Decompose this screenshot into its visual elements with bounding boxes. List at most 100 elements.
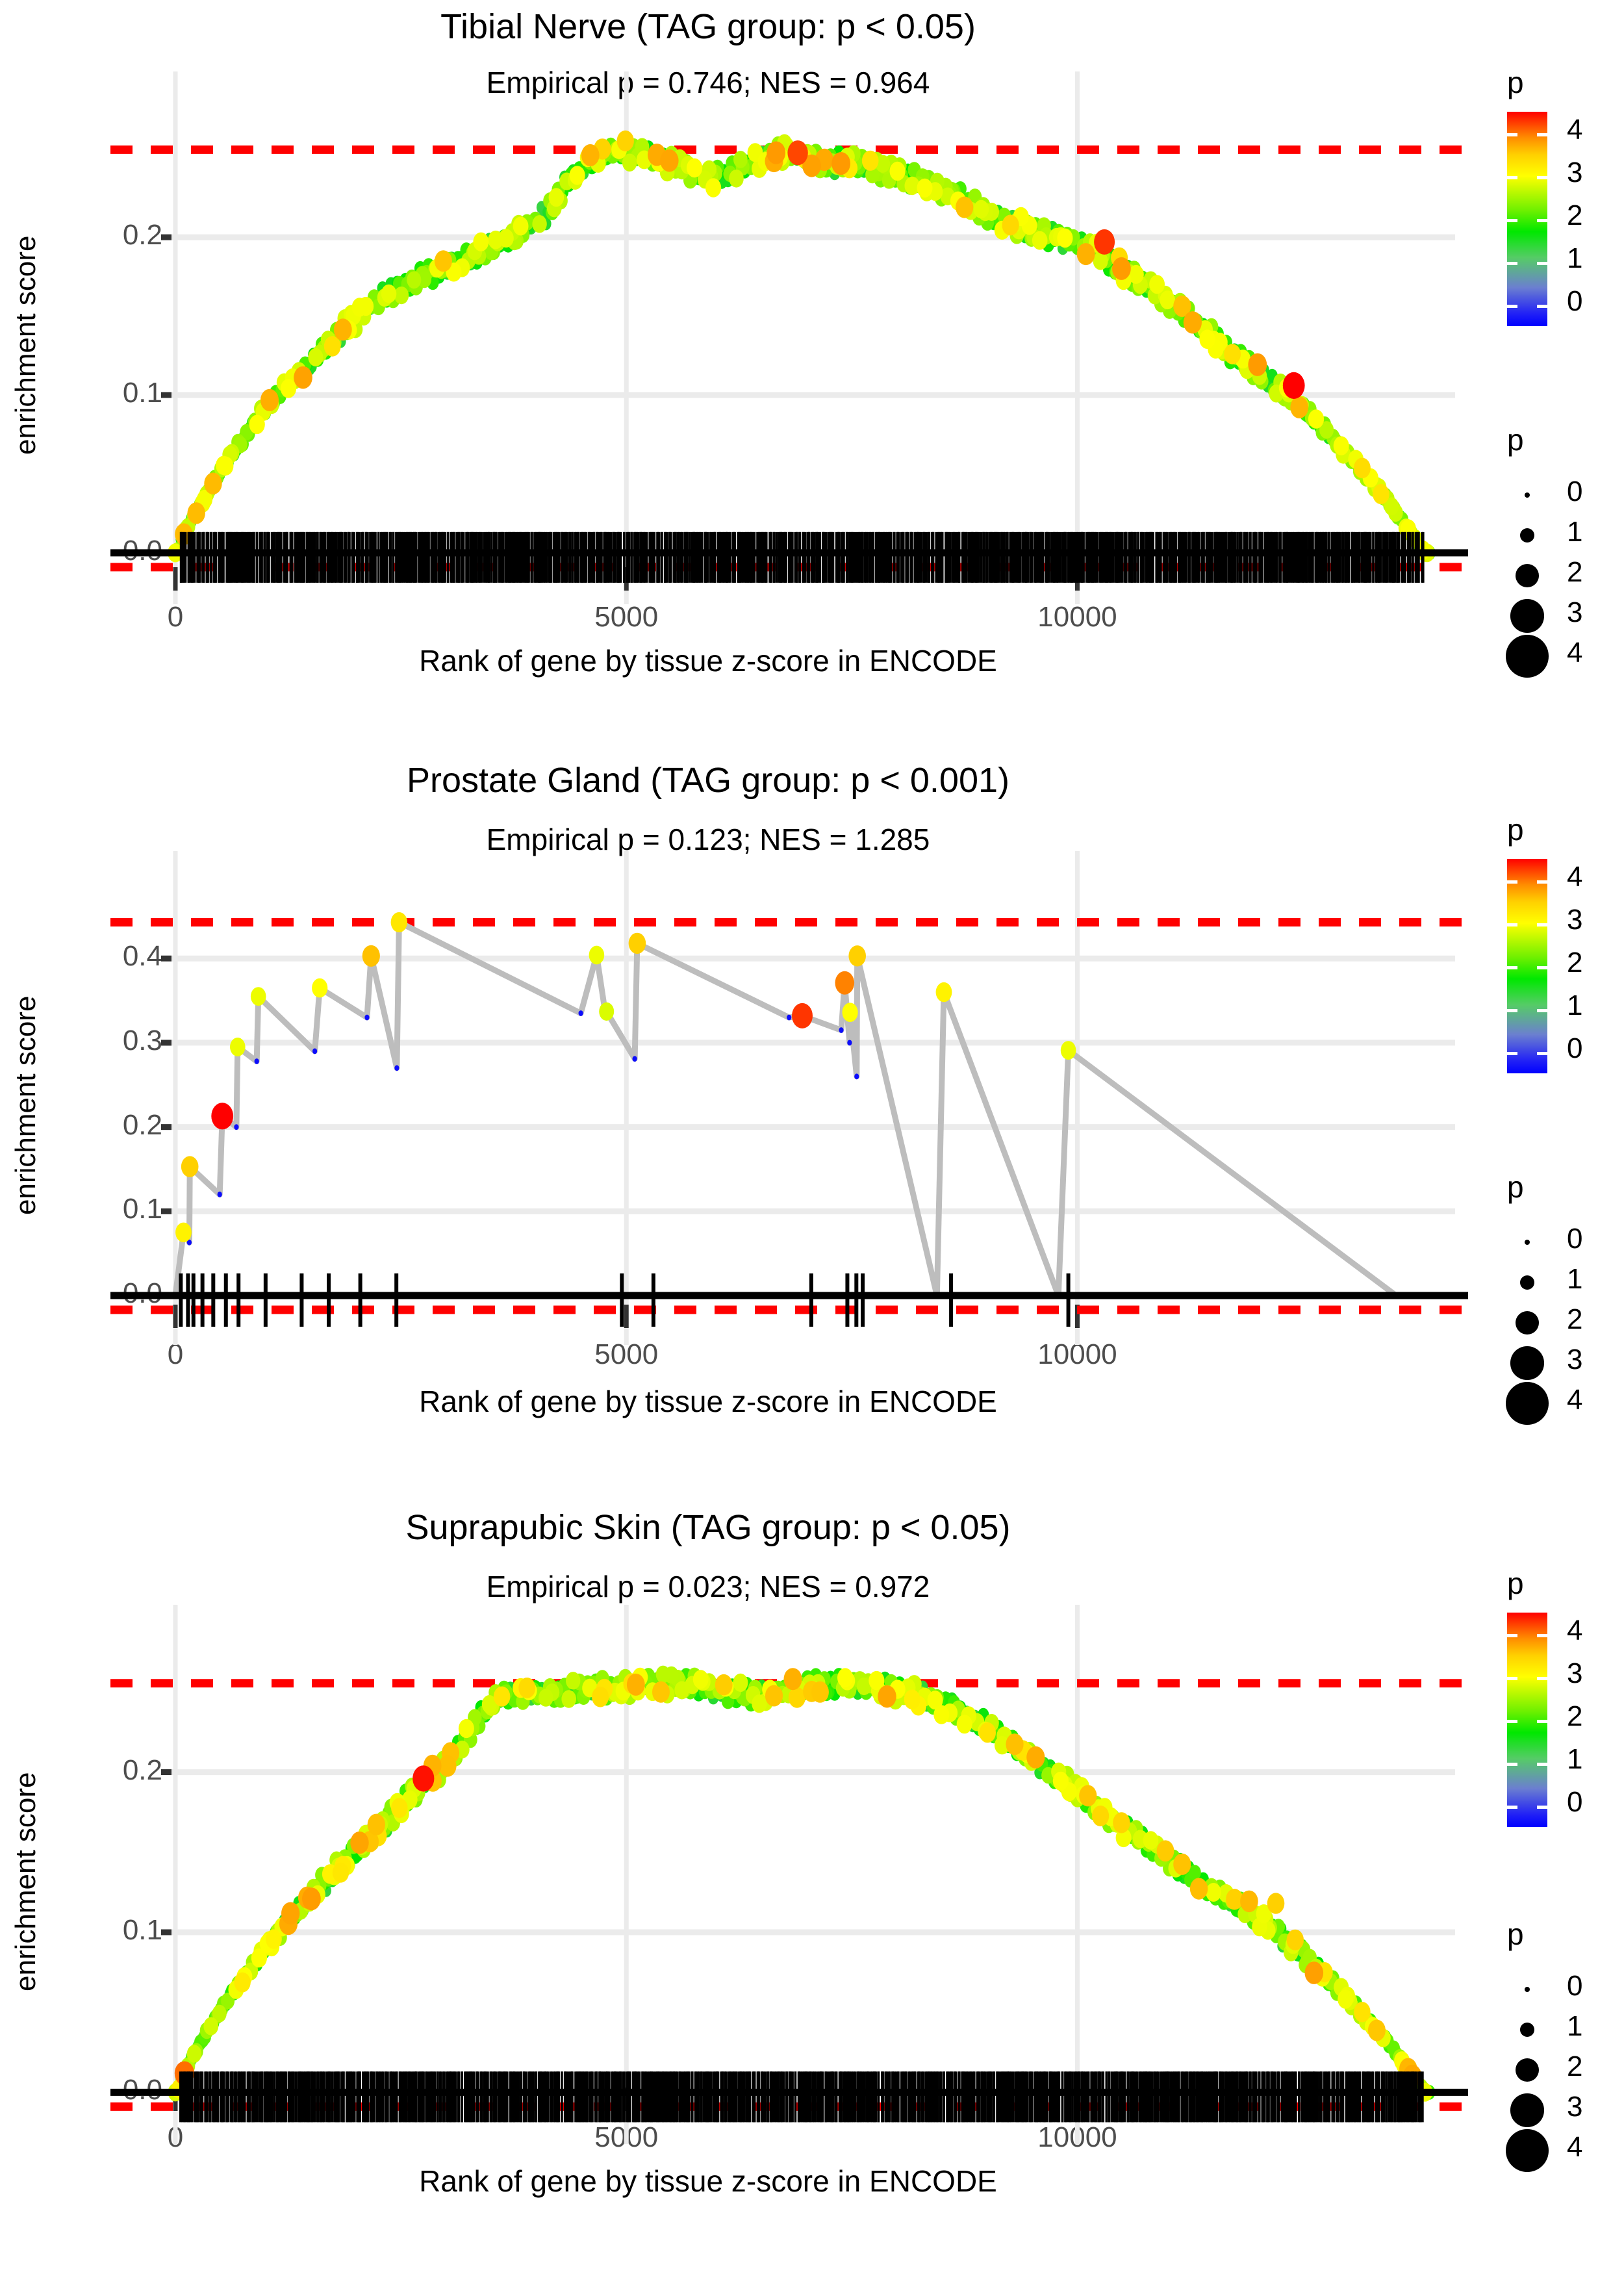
data-point	[465, 245, 480, 262]
data-point	[1122, 1815, 1134, 1830]
data-point	[1302, 1948, 1317, 1966]
size-legend-label: 4	[1567, 637, 1583, 669]
data-point	[1021, 216, 1037, 235]
data-point	[926, 1699, 940, 1715]
data-point	[915, 168, 930, 185]
data-point	[527, 1681, 540, 1698]
data-point	[327, 1866, 342, 1885]
data-point	[422, 258, 435, 274]
data-point	[573, 161, 586, 176]
data-point	[981, 214, 995, 231]
data-point	[1237, 1905, 1252, 1923]
colorbar-tick-label: 0	[1567, 1032, 1583, 1064]
data-point	[876, 1678, 889, 1693]
data-point	[405, 1778, 419, 1795]
data-point	[692, 1687, 705, 1702]
data-point	[685, 166, 699, 183]
data-point	[604, 1676, 617, 1692]
data-point	[720, 165, 732, 180]
data-point	[587, 149, 601, 165]
data-point	[454, 251, 466, 264]
data-point	[756, 146, 767, 159]
data-point	[181, 518, 196, 536]
data-point	[718, 164, 730, 178]
data-point	[412, 1765, 435, 1792]
data-point	[921, 1698, 932, 1712]
data-point	[389, 1807, 401, 1822]
data-point	[1172, 1867, 1184, 1882]
data-point	[494, 238, 506, 253]
data-point	[507, 233, 522, 251]
data-point	[910, 1696, 927, 1716]
data-point	[900, 1678, 916, 1697]
data-point	[622, 1687, 637, 1706]
data-point	[266, 1929, 282, 1949]
colorbar-tick-label: 2	[1567, 947, 1583, 978]
data-point	[520, 214, 534, 231]
data-point	[1038, 1757, 1050, 1770]
data-point	[175, 531, 188, 547]
data-point	[179, 520, 194, 539]
data-point	[498, 229, 514, 248]
data-point	[1384, 497, 1399, 516]
data-point	[658, 1676, 672, 1693]
data-point	[186, 511, 199, 526]
colorbar-tick-label: 3	[1567, 904, 1583, 936]
data-point	[403, 282, 416, 297]
data-point	[1115, 1828, 1132, 1848]
data-point	[389, 1793, 405, 1812]
data-point	[458, 1718, 474, 1739]
data-point	[743, 1680, 755, 1694]
data-point	[708, 164, 723, 182]
data-point	[1140, 1843, 1153, 1858]
data-point	[839, 1027, 844, 1033]
data-point	[659, 151, 671, 166]
data-point	[301, 357, 314, 372]
data-point	[984, 1714, 999, 1732]
data-point	[1206, 1883, 1221, 1902]
data-point	[1026, 1746, 1045, 1769]
data-point	[1091, 1799, 1106, 1819]
data-point	[287, 1906, 298, 1919]
data-point	[1138, 1834, 1150, 1850]
data-point	[956, 196, 974, 218]
data-point	[871, 164, 886, 182]
data-point	[371, 294, 382, 308]
data-point	[1067, 1778, 1080, 1794]
data-point	[1260, 1921, 1276, 1940]
data-point	[1119, 1819, 1132, 1835]
data-point	[306, 1878, 321, 1897]
size-legend-label: 4	[1567, 2131, 1583, 2163]
data-point	[1056, 1292, 1061, 1299]
data-point	[556, 1687, 569, 1702]
data-point	[896, 1687, 911, 1706]
data-point	[1377, 489, 1390, 505]
data-point	[1347, 454, 1360, 469]
data-point	[607, 1682, 623, 1702]
colorbar-tick-label: 3	[1567, 157, 1583, 188]
data-point	[1048, 1774, 1061, 1789]
data-point	[915, 172, 926, 186]
data-point	[1299, 1956, 1313, 1974]
size-legend-dot	[1510, 1346, 1544, 1380]
data-point	[1330, 436, 1345, 454]
data-point	[718, 1677, 734, 1697]
colorbar-tick	[1507, 305, 1517, 308]
data-point	[741, 154, 752, 168]
data-point	[313, 1877, 327, 1894]
data-point	[732, 1685, 745, 1701]
data-point	[609, 149, 620, 162]
data-point	[1312, 1956, 1325, 1971]
panel-subtitle: Empirical p = 0.023; NES = 0.972	[486, 1570, 930, 1603]
data-point	[1013, 207, 1029, 227]
data-point	[723, 165, 737, 183]
colorbar	[1507, 112, 1547, 326]
data-point	[424, 272, 437, 287]
data-point	[709, 1680, 722, 1694]
data-point	[950, 192, 962, 206]
data-point	[382, 1805, 396, 1821]
data-point	[492, 1693, 503, 1706]
data-point	[576, 161, 587, 175]
